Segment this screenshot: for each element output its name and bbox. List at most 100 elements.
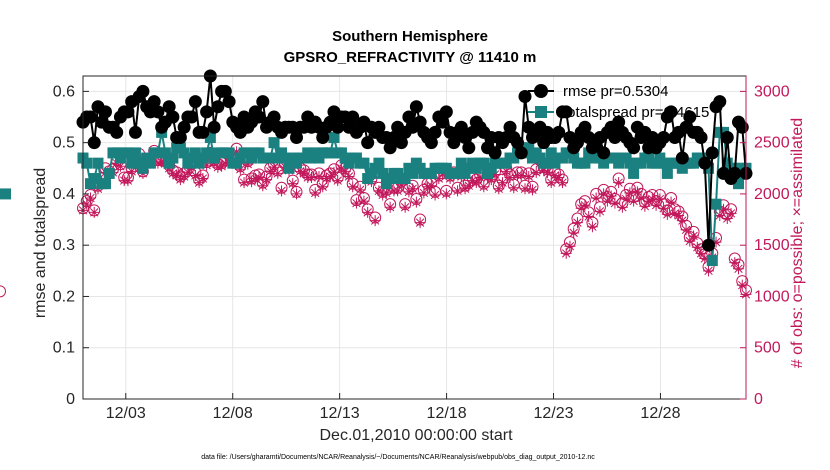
assimilated-obs-marker (395, 179, 407, 191)
rmse-marker (578, 120, 592, 134)
rmse-marker (383, 141, 397, 155)
possible-obs-marker (0, 285, 6, 298)
totalspread-marker (710, 198, 722, 210)
assimilated-obs-marker (433, 173, 445, 185)
assimilated-obs-marker (350, 197, 362, 209)
assimilated-obs-marker (88, 206, 100, 218)
assimilated-obs-marker (500, 165, 512, 177)
assimilated-obs-marker (231, 146, 243, 158)
totalspread-marker (81, 157, 93, 169)
assimilated-obs-marker (497, 177, 509, 189)
rmse-marker (346, 110, 360, 124)
x-tick-label: 12/08 (213, 405, 253, 422)
tick-layer: 12/03 12/08 12/13 12/18 12/23 12/28 0 0.1 0.2 0.3… (53, 76, 790, 422)
x-tick-label: 12/03 (106, 405, 146, 422)
y-tick-label: 0.1 (53, 340, 75, 357)
rmse-marker (683, 110, 697, 124)
assimilated-obs-marker (665, 196, 677, 208)
assimilated-obs-marker (643, 195, 655, 207)
totalspread-marker (478, 157, 490, 169)
rmse-marker (409, 100, 423, 114)
assimilated-obs-marker (407, 183, 419, 195)
assimilated-obs-marker (167, 167, 179, 179)
y2-tick-label: 2500 (754, 135, 790, 152)
assimilated-obs-marker (568, 227, 580, 239)
rmse-marker (147, 95, 161, 109)
y-tick-label: 0.2 (53, 288, 75, 305)
y2-tick-label: 1000 (754, 288, 790, 305)
assimilated-obs-marker (470, 177, 482, 189)
rmse-marker (518, 90, 532, 104)
rmse-marker (552, 125, 566, 139)
rmse-marker (447, 136, 461, 150)
legend-rmse-marker (534, 84, 548, 98)
y-tick-label: 0 (66, 391, 75, 408)
legend-spread-marker (535, 106, 547, 118)
rmse-marker (98, 105, 112, 119)
totalspread-marker (328, 132, 340, 144)
legend: rmse pr=0.5304 totalspread pr=0.4615 (528, 83, 709, 121)
rmse-marker (83, 110, 97, 124)
totalspread-marker (88, 173, 100, 185)
assimilated-obs-marker (553, 172, 565, 184)
assimilated-obs-marker (684, 235, 696, 247)
totalspread-marker (152, 147, 164, 159)
assimilated-obs-marker (695, 247, 707, 259)
rmse-marker (514, 146, 528, 160)
assimilated-obs-marker (294, 165, 306, 177)
rmse-marker (218, 84, 232, 98)
assimilated-obs-marker (590, 192, 602, 204)
rmse-marker (87, 136, 101, 150)
rmse-marker (424, 136, 438, 150)
assimilated-obs-marker (601, 195, 613, 207)
assimilated-obs-marker (369, 215, 381, 227)
rmse-series (76, 69, 753, 252)
assimilated-obs-marker (425, 180, 437, 192)
rmse-marker (166, 110, 180, 124)
y2-tick-label: 2000 (754, 186, 790, 203)
assimilated-obs-marker (452, 185, 464, 197)
x-tick-label: 12/13 (320, 405, 360, 422)
series-layer (0, 70, 753, 300)
assimilated-obs-marker (733, 263, 745, 275)
assimilated-obs-marker (392, 185, 404, 197)
rmse-marker (428, 125, 442, 139)
assimilated-obs-marker (703, 265, 715, 277)
assimilated-obs-marker (605, 190, 617, 202)
assimilated-obs-marker (362, 206, 374, 218)
assimilated-obs-marker (347, 181, 359, 193)
assimilated-obs-marker (189, 169, 201, 181)
assimilated-obs-marker (242, 158, 254, 170)
chart-subtitle: GPSRO_REFRACTIVITY @ 11410 m (284, 49, 537, 66)
rmse-marker (702, 238, 716, 252)
assimilated-obs-marker (126, 165, 138, 177)
assimilated-obs-marker (399, 201, 411, 213)
x-tick-label: 12/28 (640, 405, 680, 422)
rmse-marker (413, 115, 427, 129)
totalspread-marker (204, 132, 216, 144)
rmse-marker (488, 146, 502, 160)
assimilated-obs-marker (673, 209, 685, 221)
y-tick-label: 0.4 (53, 186, 75, 203)
x-tick-label: 12/18 (427, 405, 467, 422)
assimilated-obs-marker (324, 170, 336, 182)
assimilated-obs-marker (114, 160, 126, 172)
assimilated-obs-marker (422, 181, 434, 193)
totalspread-marker (545, 147, 557, 159)
assimilated-obs-marker (429, 189, 441, 201)
totalspread-marker (628, 167, 640, 179)
assimilated-obs-marker (287, 178, 299, 190)
totalspread-marker (99, 178, 111, 190)
assimilated-obs-marker (718, 203, 730, 215)
rmse-marker (570, 136, 584, 150)
rmse-marker (331, 120, 345, 134)
assimilated-obs-marker (332, 175, 344, 187)
assimilated-obs-marker (467, 175, 479, 187)
legend-rmse-label: rmse pr=0.5304 (563, 83, 668, 100)
assimilated-obs-marker (721, 213, 733, 225)
assimilated-obs-marker (541, 166, 553, 178)
assimilated-obs-marker (556, 177, 568, 189)
rmse-marker (185, 110, 199, 124)
assimilated-obs-marker (328, 166, 340, 178)
assimilated-obs-marker (343, 170, 355, 182)
